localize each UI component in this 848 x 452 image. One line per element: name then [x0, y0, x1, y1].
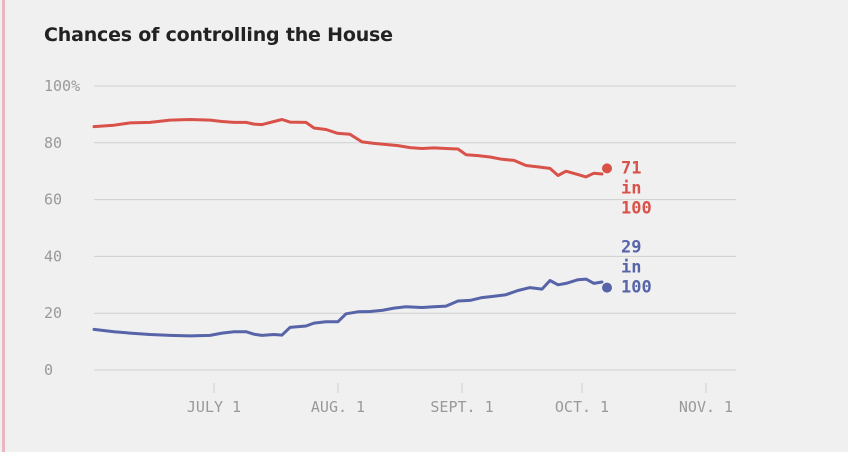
series-line-1 [92, 277, 604, 338]
series-lines [92, 118, 612, 338]
series-end-dot-0 [602, 163, 612, 174]
x-axis-ticks: JULY 1 AUG. 1 SEPT. 1 OCT. 1 NOV. 1 [187, 383, 733, 416]
x-tick-label: JULY 1 [187, 398, 241, 416]
chart-title: Chances of controlling the House [44, 24, 393, 46]
x-tick-label: SEPT. 1 [430, 398, 493, 416]
series-line-0 [92, 118, 604, 179]
series-end-label: 29 [621, 238, 641, 258]
x-tick-label: AUG. 1 [311, 398, 365, 416]
gridlines [94, 85, 736, 371]
y-tick-label: 0 [44, 361, 53, 379]
series-end-label: 71 [621, 158, 641, 178]
y-axis-ticks: 100% 80 60 40 20 0 [44, 77, 80, 379]
y-tick-label: 80 [44, 134, 62, 152]
series-end-label: in [621, 258, 641, 278]
x-tick-label: OCT. 1 [555, 398, 609, 416]
series-end-label: 100 [621, 278, 652, 298]
y-tick-label: 100% [44, 77, 80, 95]
series-end-label: 100 [621, 198, 652, 218]
x-tick-label: NOV. 1 [679, 398, 733, 416]
y-tick-label: 40 [44, 247, 62, 265]
series-end-label: in [621, 178, 641, 198]
y-tick-label: 60 [44, 191, 62, 209]
left-accent-rule [2, 0, 5, 452]
series-end-dot-1 [602, 282, 612, 293]
y-tick-label: 20 [44, 304, 62, 322]
